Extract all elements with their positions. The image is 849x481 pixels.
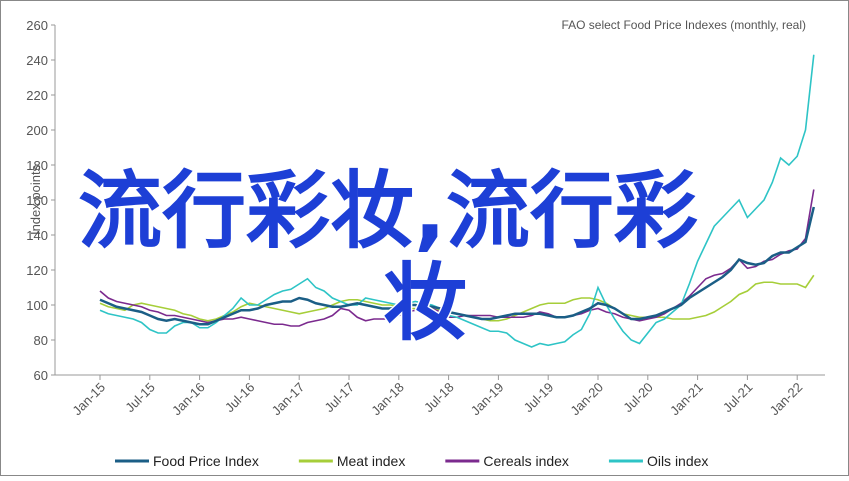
watermark-text: 流行彩妆,流行彩 — [78, 162, 698, 260]
y-tick-label: 180 — [26, 158, 48, 173]
series-line — [99, 206, 816, 326]
legend-label: Oils index — [647, 453, 708, 469]
y-tick-label: 160 — [26, 193, 48, 208]
y-tick-label: 80 — [34, 333, 48, 348]
chart-title: FAO select Food Price Indexes (monthly, … — [561, 18, 806, 32]
legend-label: Cereals index — [483, 453, 569, 469]
y-tick-label: 200 — [26, 123, 48, 138]
y-tick-label: 100 — [26, 298, 48, 313]
y-tick-label: 60 — [34, 368, 48, 383]
legend-label: Food Price Index — [153, 453, 259, 469]
legend-label: Meat index — [337, 453, 405, 469]
y-tick-label: 240 — [26, 53, 48, 68]
y-tick-label: 260 — [26, 18, 48, 33]
y-tick-label: 220 — [26, 88, 48, 103]
y-tick-label: 140 — [26, 228, 48, 243]
y-tick-label: 120 — [26, 263, 48, 278]
watermark-text: 妆 — [383, 254, 467, 352]
y-axis-label: Index points — [28, 164, 43, 235]
